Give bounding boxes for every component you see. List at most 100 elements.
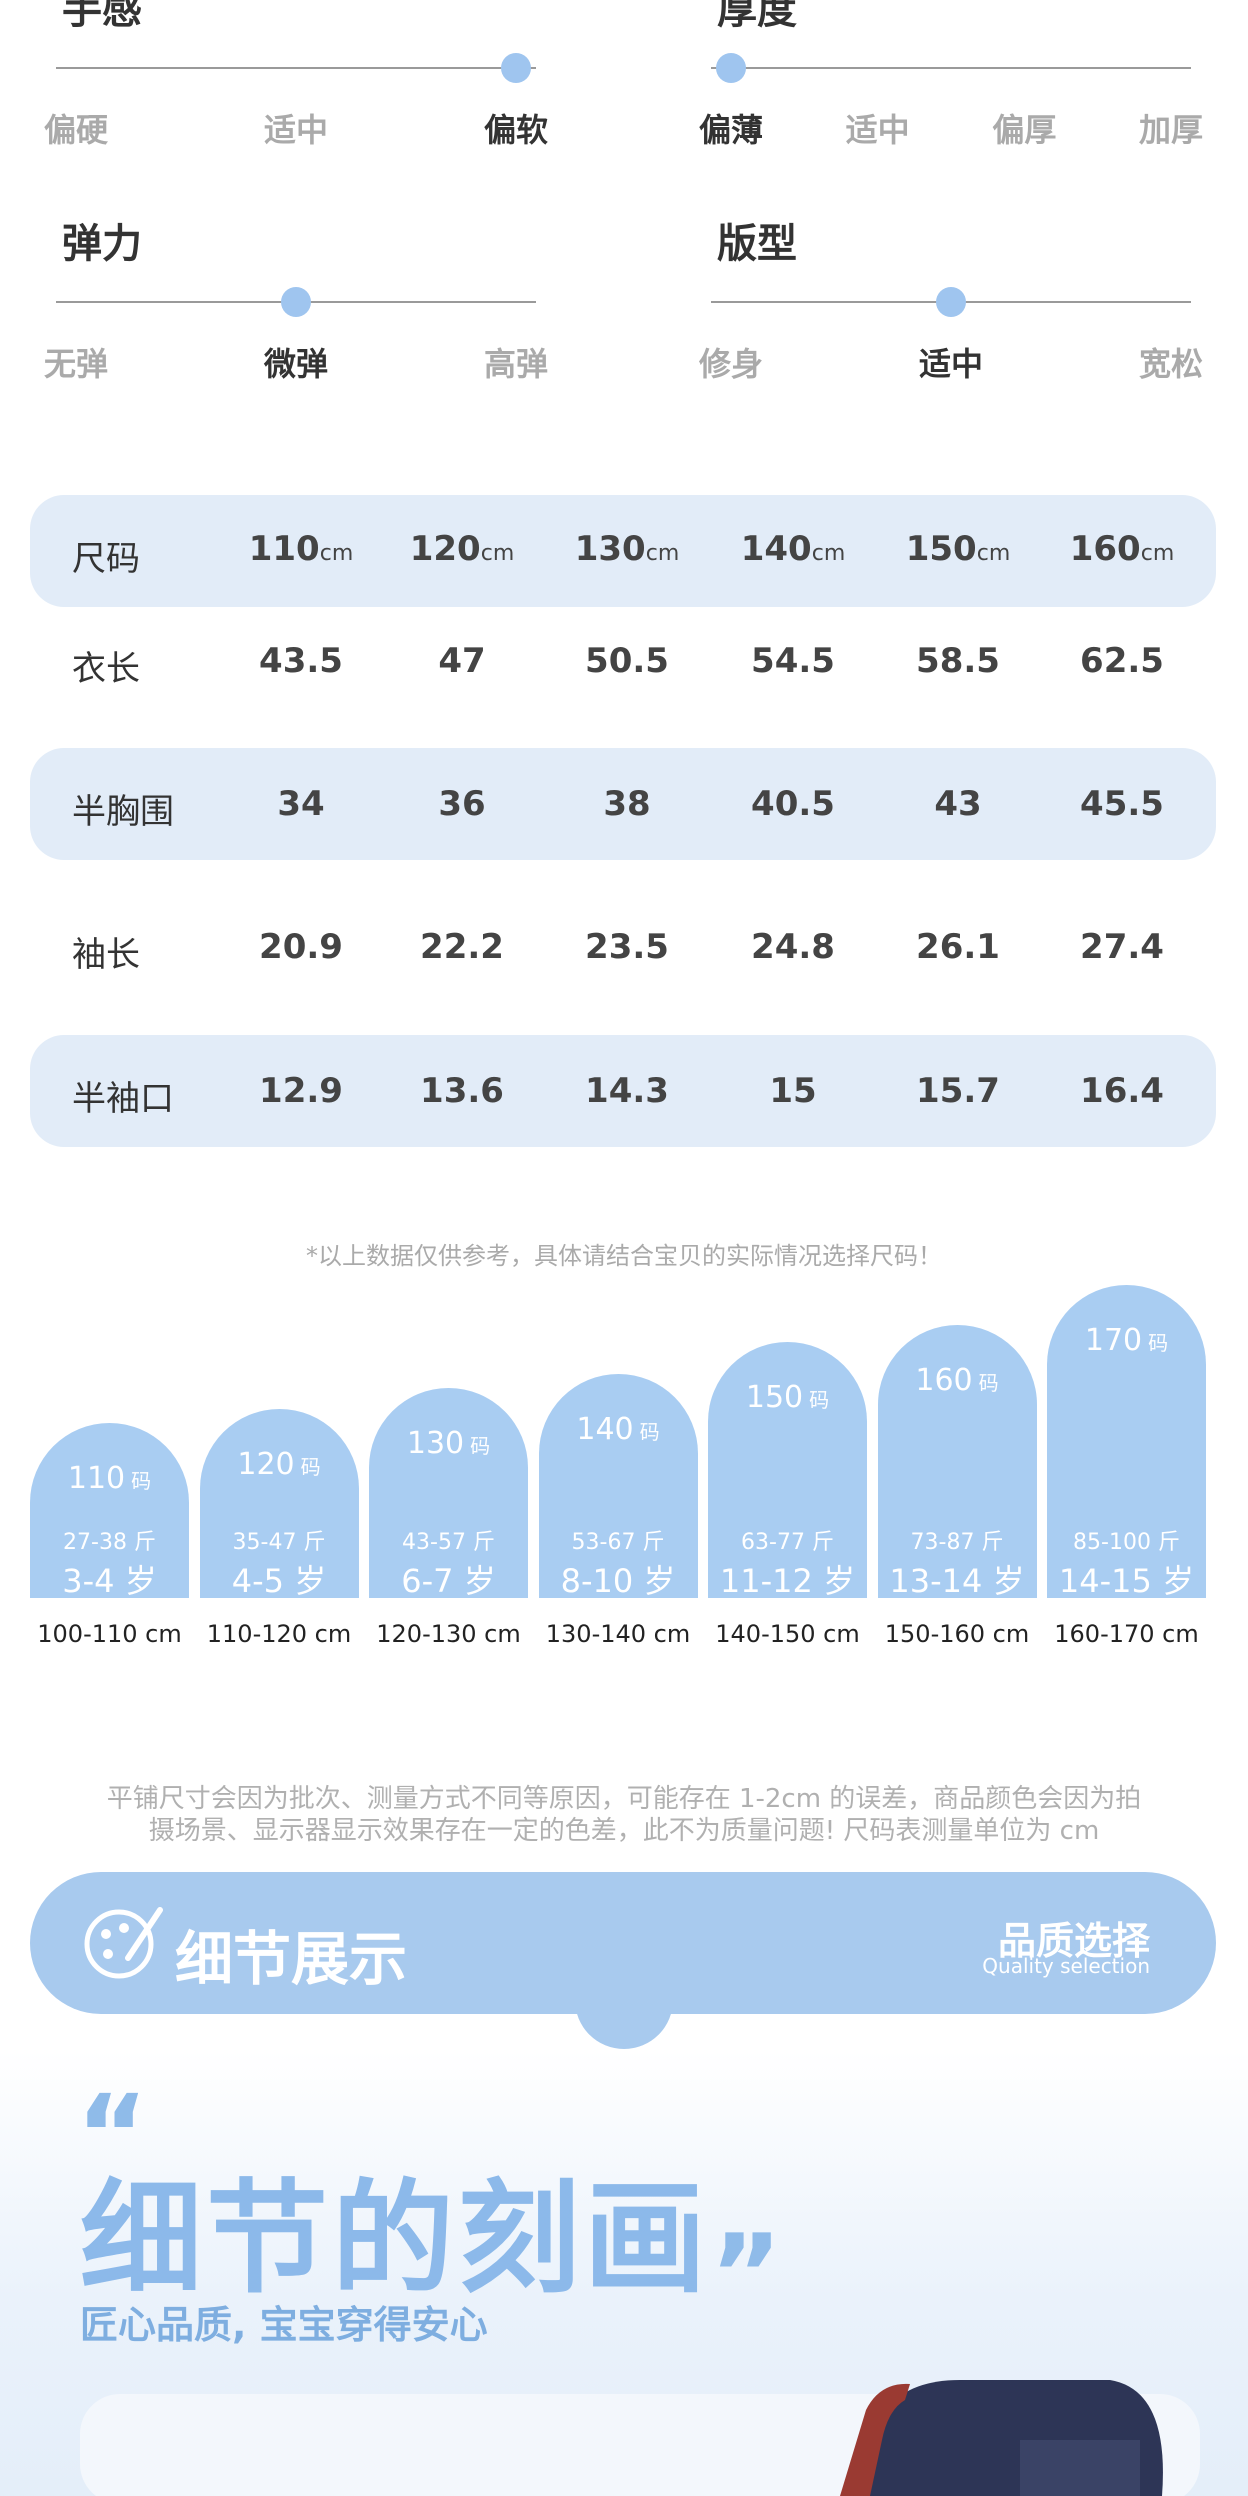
quote-mark: „ (712, 2151, 785, 2279)
table-cell: 26.1 (916, 927, 1000, 967)
card-height: 120-130 cm (376, 1620, 521, 1648)
card-age: 8-10 岁 (560, 1562, 676, 1600)
slider-knob (716, 53, 746, 83)
attribute-title: 手感 (62, 0, 142, 33)
card-size-unit: 码 (1148, 1331, 1169, 1355)
slider-knob (281, 287, 311, 317)
card-size-unit: 码 (639, 1420, 660, 1444)
card-age: 6-7 岁 (401, 1562, 496, 1600)
table-header-cell: 150cm (906, 529, 1011, 569)
attribute-option: 偏厚 (992, 111, 1057, 149)
slider-knob (936, 287, 966, 317)
card-age: 11-12 岁 (719, 1562, 856, 1600)
card-size: 120 码 (237, 1447, 320, 1482)
table-cell: 14.3 (585, 1071, 669, 1111)
table-cell: 15.7 (916, 1071, 1000, 1111)
attribute-option: 微弹 (263, 345, 329, 383)
table-cell: 50.5 (585, 641, 669, 681)
table-cell: 22.2 (420, 927, 504, 967)
banner-right-subtitle: Quality selection (982, 1954, 1150, 1978)
table-band (30, 748, 1216, 860)
card-size-unit: 码 (300, 1455, 321, 1479)
card-age: 3-4 岁 (62, 1562, 157, 1600)
card-size-number: 130 (406, 1426, 465, 1461)
card-age: 13-14 岁 (889, 1562, 1025, 1600)
attribute-option: 适中 (918, 345, 984, 383)
slider-knob (501, 53, 531, 83)
attribute-option: 宽松 (1138, 345, 1204, 383)
size-number: 150 (905, 529, 977, 569)
table-cell: 16.4 (1080, 1071, 1164, 1111)
card-weight: 53-67 斤 (571, 1530, 665, 1555)
table-cell: 43.5 (259, 641, 343, 681)
card-age: 4-5 岁 (231, 1562, 327, 1600)
row-label: 半袖口 (72, 1079, 174, 1119)
card-height: 130-140 cm (545, 1620, 691, 1648)
table-band (30, 1035, 1216, 1147)
card-height: 100-110 cm (37, 1620, 182, 1648)
attribute-option: 偏硬 (43, 111, 109, 149)
card-size-number: 160 (915, 1363, 973, 1398)
attribute-option: 修身 (698, 345, 764, 383)
size-card: 120 码 35-47 斤 4-5 岁 (199, 1409, 359, 1600)
table-cell: 12.9 (259, 1071, 343, 1111)
size-unit: cm (1140, 541, 1175, 566)
table-cell: 45.5 (1080, 784, 1164, 824)
card-size-number: 120 (237, 1447, 295, 1482)
size-unit: cm (811, 541, 846, 566)
card-height: 150-160 cm (884, 1620, 1030, 1648)
row-label: 半胸围 (72, 792, 174, 832)
table-cell: 54.5 (751, 641, 835, 681)
size-number: 160 (1069, 529, 1141, 569)
card-size: 140 码 (576, 1412, 659, 1447)
table-cell: 24.8 (751, 927, 835, 967)
size-number: 130 (574, 529, 646, 569)
subheadline: 匠心品质, 宝宝穿得安心 (80, 2303, 488, 2347)
card-weight: 43-57 斤 (402, 1530, 495, 1555)
attribute-title: 版型 (717, 221, 797, 267)
card-size-unit: 码 (131, 1469, 152, 1493)
note: *以上数据仅供参考，具体请结合宝贝的实际情况选择尺码！ (306, 1242, 942, 1270)
card-weight: 73-87 斤 (910, 1530, 1004, 1555)
table-cell: 40.5 (751, 784, 835, 824)
disclaimer-line: 摄场景、显示器显示效果存在一定的色差，此不为质量问题! 尺码表测量单位为 cm (148, 1816, 1100, 1846)
card-size-number: 170 (1084, 1323, 1143, 1358)
card-weight: 63-77 斤 (741, 1530, 834, 1555)
table-cell: 38 (603, 784, 651, 824)
card-size-number: 150 (745, 1380, 804, 1415)
card-size-number: 110 (67, 1461, 126, 1496)
size-number: 140 (740, 529, 812, 569)
disclaimer-line: 平铺尺寸会因为批次、测量方式不同等原因，可能存在 1-2cm 的误差，商品颜色会… (106, 1784, 1142, 1814)
size-card: 160 码 73-87 斤 13-14 岁 (877, 1325, 1037, 1600)
table-cell: 15 (769, 1071, 817, 1111)
slider-track (56, 67, 536, 69)
attribute-title: 厚度 (717, 0, 797, 33)
row-label: 衣长 (72, 649, 140, 689)
banner-right-title: 品质选择 (997, 1919, 1150, 1963)
product-photo (80, 2380, 1200, 2496)
size-unit: cm (319, 541, 354, 566)
card-size: 160 码 (915, 1363, 998, 1398)
attribute-title: 弹力 (62, 221, 142, 267)
banner-title: 细节展示 (175, 1925, 408, 1993)
size-card: 130 码 43-57 斤 6-7 岁 (369, 1388, 528, 1600)
size-card: 170 码 85-100 斤 14-15 岁 (1047, 1285, 1206, 1600)
table-header-cell: 130cm (575, 529, 680, 569)
table-header-label: 尺码 (72, 539, 140, 579)
card-size-unit: 码 (470, 1434, 491, 1458)
slider-track (711, 67, 1191, 69)
card-weight: 85-100 斤 (1073, 1530, 1180, 1555)
card-age: 14-15 岁 (1058, 1562, 1195, 1600)
attribute-option: 适中 (845, 111, 910, 149)
table-cell: 20.9 (259, 927, 343, 967)
card-weight: 27-38 斤 (63, 1530, 156, 1555)
card-height: 140-150 cm (715, 1620, 860, 1648)
quote-mark: “ (76, 2071, 149, 2199)
table-cell: 27.4 (1080, 927, 1164, 967)
size-card: 140 码 53-67 斤 8-10 岁 (538, 1374, 698, 1600)
table-header-cell: 140cm (741, 529, 846, 569)
table-header-cell: 160cm (1070, 529, 1175, 569)
card-weight: 35-47 斤 (232, 1530, 326, 1555)
